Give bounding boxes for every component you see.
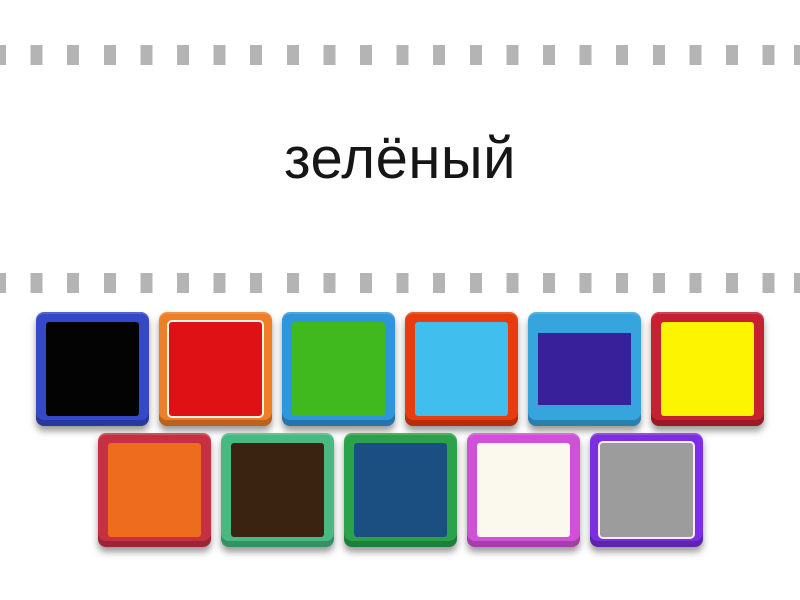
tile-navy-square[interactable] (343, 433, 457, 547)
tile-color-swatch (538, 322, 631, 416)
tile-color-swatch (353, 443, 447, 537)
tile-color-swatch (230, 443, 324, 537)
tile-brown-square[interactable] (220, 433, 334, 547)
tile-color-swatch (599, 443, 693, 537)
answer-tiles (0, 312, 800, 547)
perforation-strip-top (0, 45, 800, 65)
prompt-word: зелёный (284, 126, 516, 191)
tile-dark-blue-square[interactable] (528, 312, 641, 426)
tile-orange-square[interactable] (97, 433, 211, 547)
tile-row (97, 433, 703, 547)
tile-red-square[interactable] (159, 312, 272, 426)
tile-color-swatch (292, 322, 385, 416)
tile-color-swatch (415, 322, 508, 416)
tile-color-swatch (107, 443, 201, 537)
tile-color-image (538, 333, 631, 405)
tile-light-blue-square[interactable] (405, 312, 518, 426)
tile-color-swatch (476, 443, 570, 537)
tile-green-square[interactable] (282, 312, 395, 426)
tile-yellow-square[interactable] (651, 312, 764, 426)
perforation-strip-bottom (0, 273, 800, 293)
tile-white-square[interactable] (466, 433, 580, 547)
tile-gray-square[interactable] (589, 433, 703, 547)
tile-black-square[interactable] (36, 312, 149, 426)
tile-color-swatch (661, 322, 754, 416)
tile-color-swatch (169, 322, 262, 416)
tile-row (36, 312, 764, 426)
tile-color-swatch (46, 322, 139, 416)
